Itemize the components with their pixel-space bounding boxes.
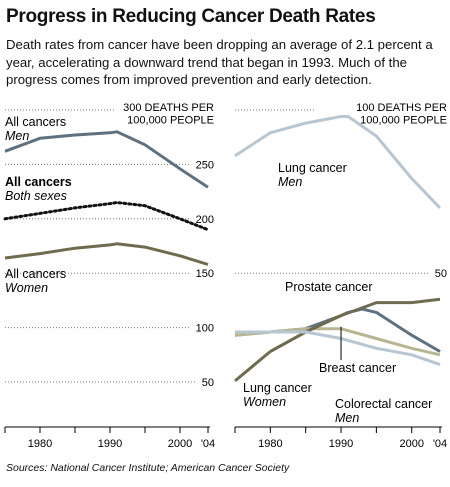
left-axis-unit-label: 300 DEATHS PER bbox=[123, 102, 214, 114]
left-x-tick-label: 1990 bbox=[98, 438, 122, 450]
left-axis-unit-label: 100,000 PEOPLE bbox=[127, 115, 214, 127]
right-y-tick-label: 50 bbox=[435, 268, 447, 280]
series-line-all-cancers-men bbox=[4, 130, 209, 189]
series-label: Men bbox=[278, 175, 302, 189]
series-label: Women bbox=[243, 395, 286, 409]
right-x-tick-label: 1990 bbox=[329, 438, 353, 450]
series-label: All cancers bbox=[5, 175, 72, 189]
right-x-tick-label: '04 bbox=[433, 438, 447, 450]
right-x-tick-label: 2000 bbox=[399, 438, 423, 450]
series-line-lung-cancer-men bbox=[234, 115, 442, 209]
series-label: Men bbox=[335, 411, 359, 425]
left-x-tick-label: 2000 bbox=[168, 438, 192, 450]
left-x-tick-label: 1980 bbox=[28, 438, 52, 450]
right-x-tick-label: 1980 bbox=[258, 438, 282, 450]
left-y-tick-label: 50 bbox=[202, 377, 214, 389]
series-label: Men bbox=[5, 129, 29, 143]
series-line-all-cancers-women bbox=[4, 242, 209, 266]
source-note: Sources: National Cancer Institute; Amer… bbox=[6, 462, 290, 474]
series-label: Breast cancer bbox=[319, 361, 396, 375]
right-axis-unit-label: 100 DEATHS PER bbox=[356, 102, 447, 114]
left-y-tick-label: 200 bbox=[196, 214, 214, 226]
left-y-tick-label: 250 bbox=[196, 159, 214, 171]
chart-title: Progress in Reducing Cancer Death Rates bbox=[6, 6, 376, 27]
left-y-tick-label: 100 bbox=[196, 323, 214, 335]
series-label: All cancers bbox=[5, 115, 66, 129]
series-label: Lung cancer bbox=[243, 381, 312, 395]
series-label: Both sexes bbox=[5, 189, 67, 203]
series-label: Colorectal cancer bbox=[335, 397, 432, 411]
left-x-tick-label: '04 bbox=[201, 438, 215, 450]
series-line-lung-cancer-women bbox=[234, 297, 441, 383]
chart-subtitle: Death rates from cancer have been droppi… bbox=[6, 37, 433, 87]
series-label: Women bbox=[5, 281, 48, 295]
series-label: Lung cancer bbox=[278, 161, 347, 175]
series-label: All cancers bbox=[5, 267, 66, 281]
series-label: Prostate cancer bbox=[285, 280, 373, 294]
left-y-tick-label: 150 bbox=[196, 268, 214, 280]
series-line-all-cancers-both-sexes bbox=[3, 201, 210, 232]
series-line-prostate-cancer bbox=[234, 307, 441, 353]
right-axis-unit-label: 100,000 PEOPLE bbox=[360, 115, 447, 127]
